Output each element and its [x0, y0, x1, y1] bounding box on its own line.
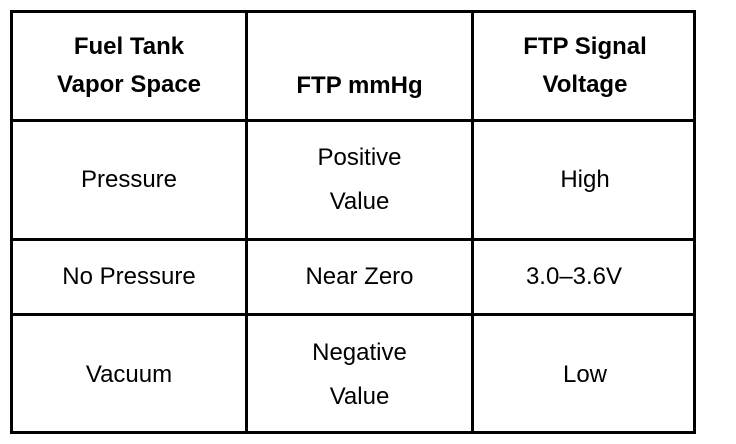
table-cell: Vacuum: [85, 361, 173, 388]
table-cell: No Pressure: [62, 263, 196, 290]
row-divider-header: [13, 119, 693, 122]
table-cell: Pressure: [80, 166, 178, 193]
table-cell: Near Zero: [305, 263, 414, 290]
table-cell: Positive Value: [317, 144, 402, 215]
table-cell: Low: [562, 361, 608, 388]
header-ftp-signal-voltage: FTP Signal Voltage: [523, 33, 647, 98]
table-cell: High: [560, 166, 610, 193]
column-divider-2: [471, 13, 474, 431]
header-ftp-mmhg: FTP mmHg: [296, 72, 423, 99]
row-divider-1: [13, 238, 693, 241]
table-cell: Negative Value: [312, 339, 407, 410]
ftp-table: Fuel Tank Vapor Space FTP mmHg FTP Signa…: [10, 10, 696, 434]
column-divider-1: [245, 13, 248, 431]
row-divider-2: [13, 313, 693, 316]
header-fuel-tank-vapor-space: Fuel Tank Vapor Space: [56, 33, 202, 98]
table-cell: 3.0–3.6V: [525, 263, 623, 290]
